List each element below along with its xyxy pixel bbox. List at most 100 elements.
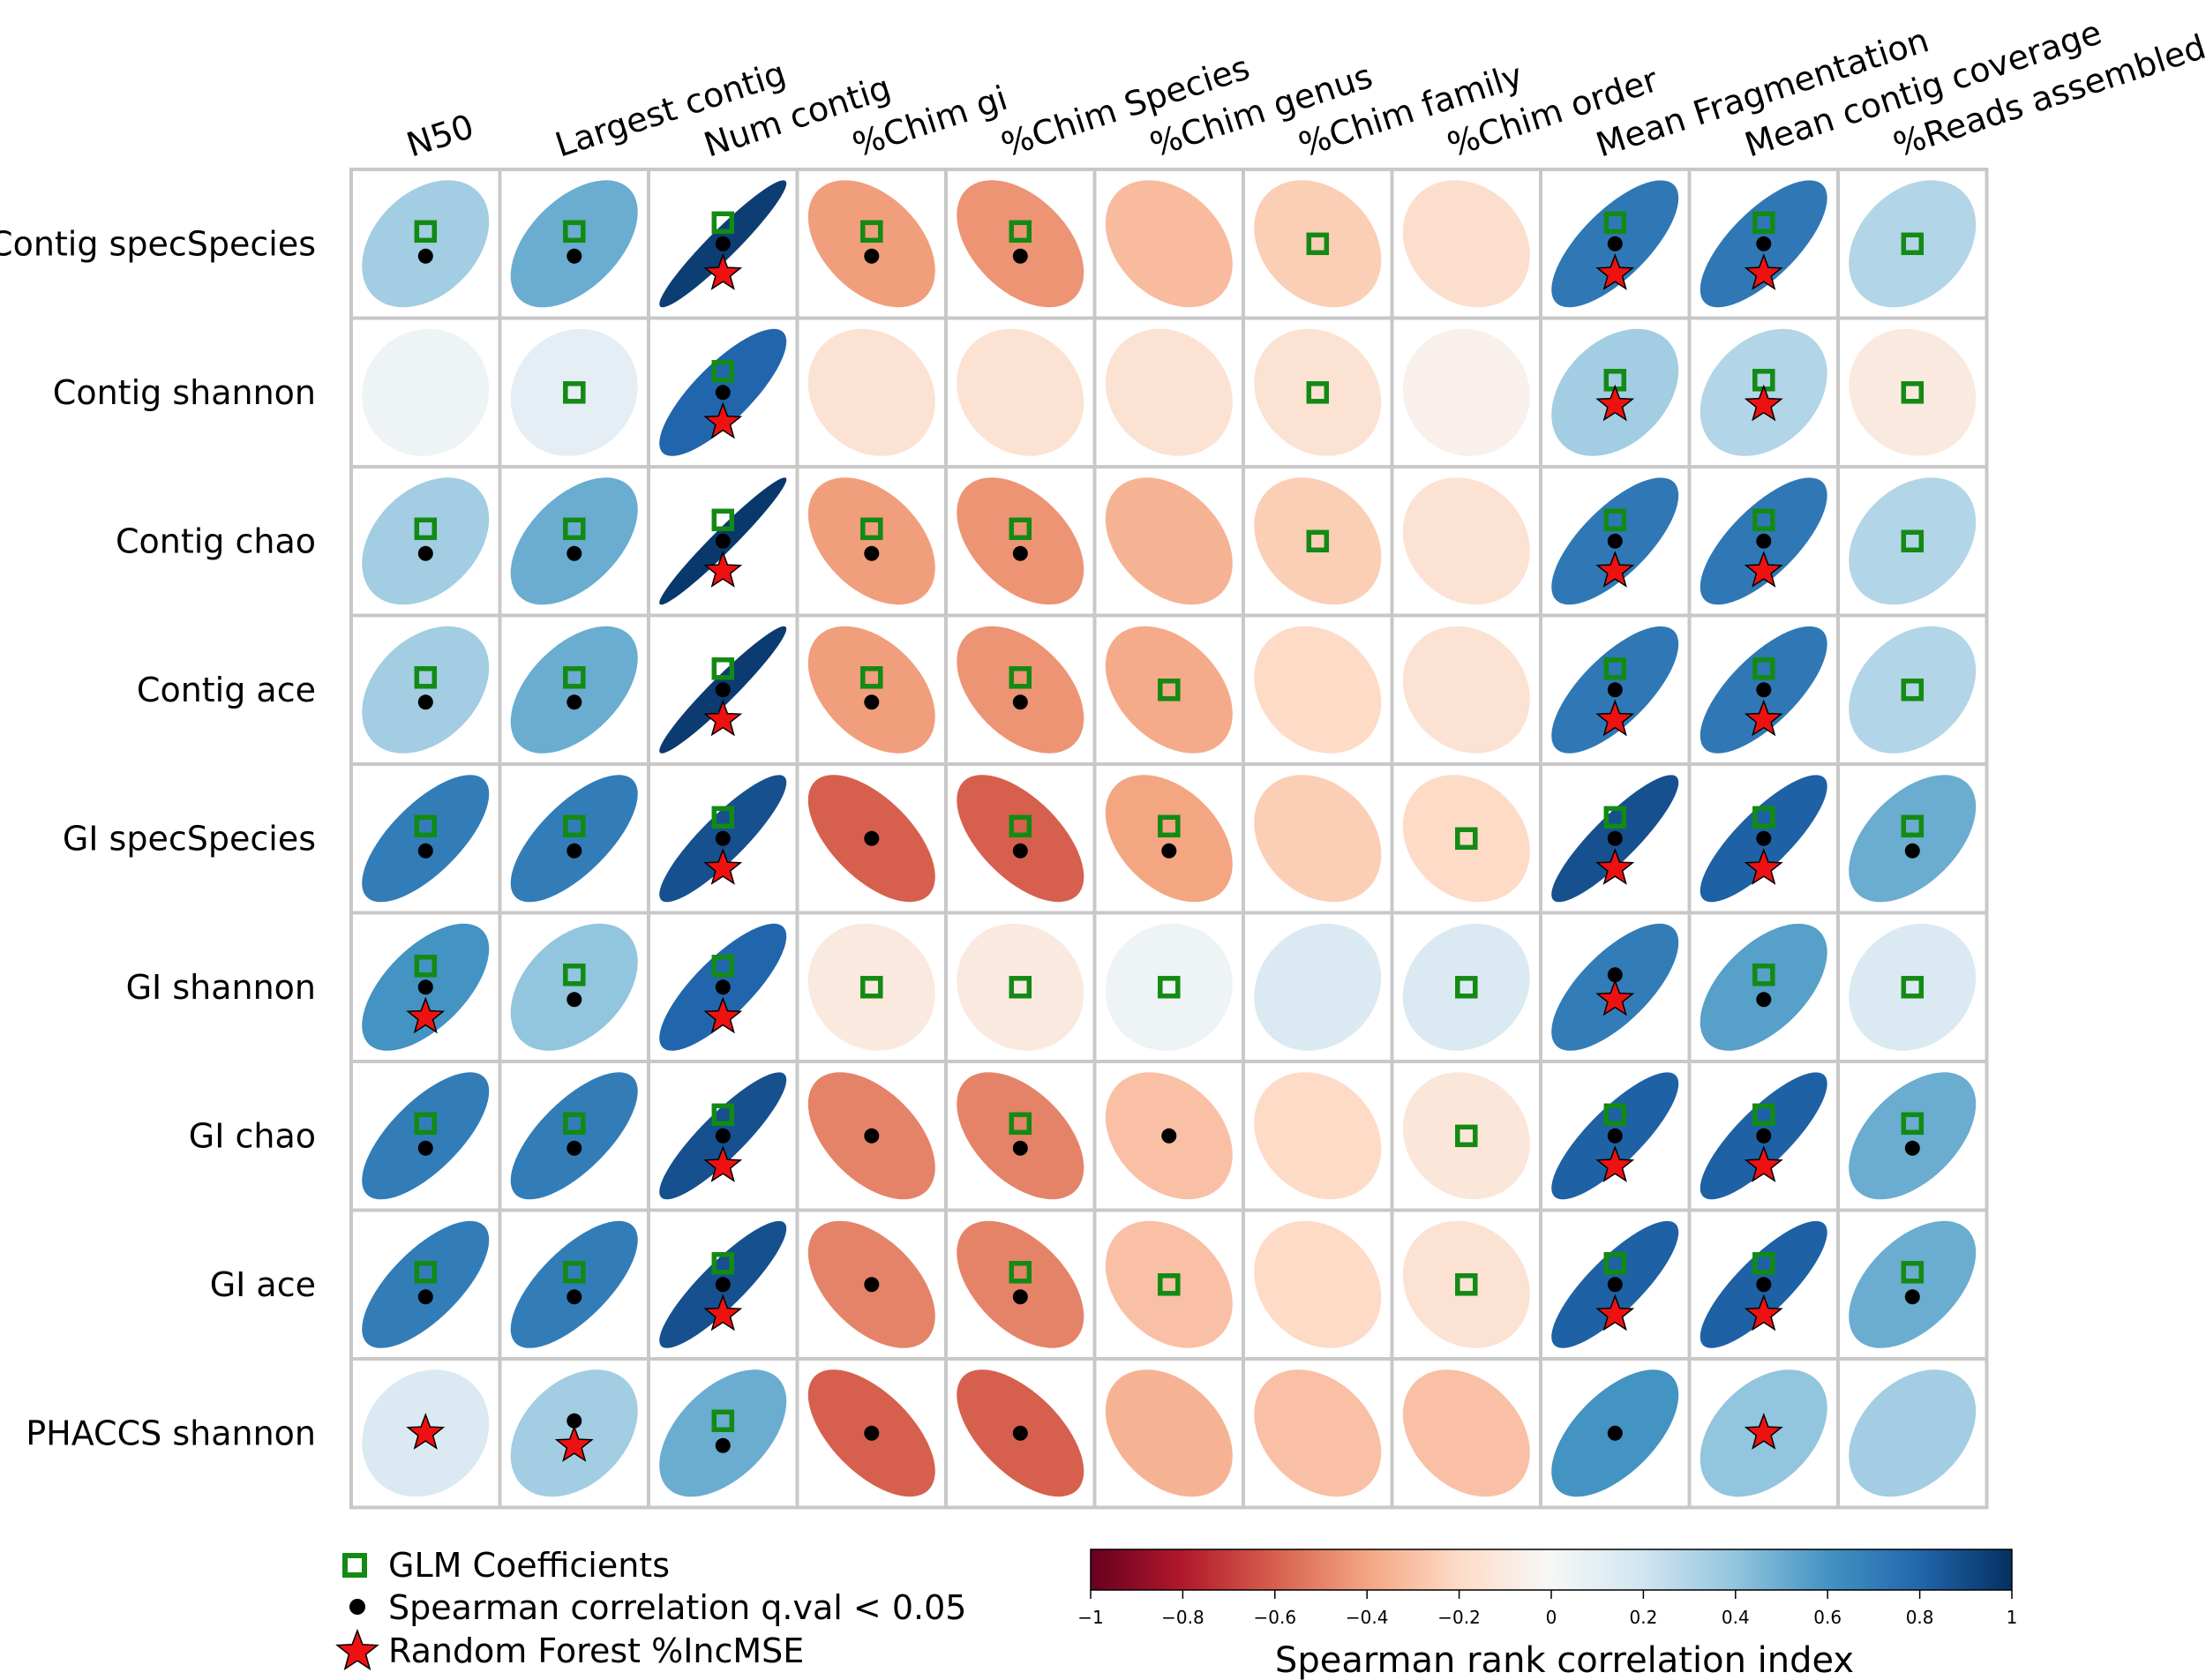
correlation-ellipse (957, 1220, 1084, 1348)
spearman-marker (1607, 533, 1623, 549)
spearman-marker (715, 830, 731, 846)
glm-marker (1901, 679, 1925, 701)
spearman-marker (1607, 1128, 1623, 1144)
glm-marker (563, 381, 586, 404)
correlation-ellipse (1105, 923, 1233, 1051)
correlation-ellipse (807, 477, 935, 605)
glm-marker (563, 1112, 586, 1136)
correlation-ellipse (1402, 923, 1530, 1051)
rf-marker (1744, 1413, 1783, 1450)
spearman-marker (1012, 545, 1028, 561)
glm-marker (1306, 529, 1330, 553)
spearman-marker (567, 992, 582, 1008)
glm-marker (1603, 508, 1627, 532)
row-label: GI ace (210, 1265, 316, 1304)
glm-marker (1603, 657, 1627, 680)
correlation-ellipse (1402, 626, 1530, 754)
glm-marker (1009, 976, 1032, 999)
correlation-ellipse (1402, 180, 1530, 308)
rf-marker (1595, 979, 1635, 1016)
rf-marker (1595, 253, 1635, 290)
correlation-ellipse (510, 626, 638, 754)
legend-glm-label: GLM Coefficients (388, 1546, 670, 1585)
spearman-marker (1607, 236, 1623, 251)
correlation-ellipse (1105, 328, 1233, 456)
spearman-marker (1756, 236, 1772, 251)
correlation-ellipse (510, 775, 638, 903)
correlation-ellipse (957, 180, 1084, 308)
spearman-marker (715, 979, 731, 995)
colorbar-tick-label: −1 (1077, 1607, 1103, 1628)
glm-marker (1752, 806, 1775, 829)
spearman-marker (1607, 1425, 1623, 1441)
correlation-ellipse (510, 1220, 638, 1348)
correlation-ellipse (510, 328, 638, 456)
correlation-ellipse (957, 775, 1084, 903)
correlation-ellipse (957, 1072, 1084, 1200)
correlation-ellipse (1105, 477, 1233, 605)
rf-marker (1595, 1145, 1635, 1182)
rf-marker (1595, 848, 1635, 885)
correlation-ellipse (1849, 1220, 1977, 1348)
correlation-ellipse (510, 180, 638, 308)
correlation-ellipse (1849, 923, 1977, 1051)
glm-marker (860, 517, 883, 541)
rf-marker (1744, 551, 1783, 588)
correlation-ellipse (957, 477, 1084, 605)
rf-marker (703, 551, 743, 588)
correlation-ellipse (510, 923, 638, 1051)
row-label: Contig shannon (53, 373, 316, 412)
legend-spearman-marker (349, 1599, 365, 1615)
glm-marker (1752, 964, 1775, 986)
glm-marker (1901, 1261, 1925, 1284)
correlation-ellipse (1105, 626, 1233, 754)
rf-marker (703, 996, 743, 1034)
spearman-marker (417, 694, 433, 710)
colorbar-ticks: −1 −0.8 −0.6 −0.4 −0.2 0 0.2 0.4 0.6 0.8 1 (1077, 1590, 2017, 1628)
glm-marker (1009, 666, 1032, 689)
colorbar-tick-label: −0.4 (1346, 1607, 1389, 1628)
glm-marker (711, 360, 735, 383)
glm-marker (1901, 381, 1925, 404)
spearman-marker (864, 1277, 880, 1293)
colorbar-tick-label: 0.6 (1813, 1607, 1842, 1628)
spearman-marker (1012, 1425, 1028, 1441)
spearman-marker (1161, 843, 1177, 859)
spearman-marker (1607, 830, 1623, 846)
glm-marker (1752, 508, 1775, 532)
spearman-marker (715, 1128, 731, 1144)
glm-marker (414, 1261, 438, 1284)
glm-marker (1603, 1252, 1627, 1275)
correlation-ellipse (362, 775, 490, 903)
spearman-marker (567, 1289, 582, 1305)
row-label: Contig specSpecies (0, 224, 316, 263)
glm-marker (711, 955, 735, 978)
spearman-marker (1756, 1128, 1772, 1144)
spearman-marker (567, 248, 582, 264)
glm-marker (1009, 220, 1032, 244)
spearman-marker (567, 694, 582, 710)
correlation-ellipse (1402, 1220, 1530, 1348)
colorbar-gradient (1090, 1549, 2013, 1591)
correlation-ellipse (1849, 775, 1977, 903)
correlation-ellipse (1105, 1220, 1233, 1348)
spearman-marker (715, 236, 731, 251)
glm-marker (1306, 232, 1330, 256)
correlation-ellipse (1254, 626, 1382, 754)
spearman-marker (864, 830, 880, 846)
glm-marker (711, 1252, 735, 1275)
correlation-ellipse (1849, 477, 1977, 605)
glm-marker (1901, 1112, 1925, 1136)
glm-marker (860, 666, 883, 689)
glm-marker (1603, 211, 1627, 235)
row-label: Contig ace (137, 671, 316, 709)
colorbar-tick-label: −0.2 (1437, 1607, 1481, 1628)
glm-marker (1752, 657, 1775, 680)
colorbar: −1 −0.8 −0.6 −0.4 −0.2 0 0.2 0.4 0.6 0.8 1 Spearma… (1077, 1549, 2017, 1680)
rf-marker (1744, 699, 1783, 737)
colorbar-tick-label: 1 (2007, 1607, 2018, 1628)
correlation-ellipse (1254, 923, 1382, 1051)
legend-rf-label: Random Forest %IncMSE (388, 1631, 804, 1670)
correlation-ellipse (362, 1220, 490, 1348)
spearman-marker (417, 248, 433, 264)
